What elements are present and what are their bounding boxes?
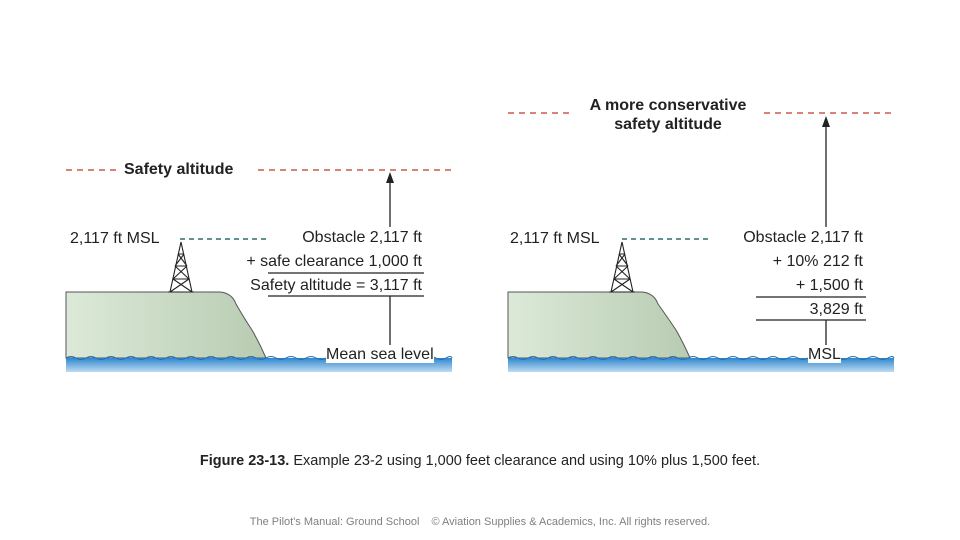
calc-line-total-left: Safety altitude = 3,117 ft [250, 277, 422, 294]
calc-line-obstacle-left: Obstacle 2,117 ft [302, 229, 422, 246]
left-diagram: Safety altitude 2,117 ft MSL Obstacle 2,… [65, 161, 453, 372]
arrowhead-right [822, 116, 830, 127]
footer: The Pilot's Manual: Ground School © Aviat… [0, 516, 960, 528]
figure-caption-text: Example 23-2 using 1,000 feet clearance … [293, 453, 761, 469]
water-right [508, 358, 894, 372]
land-left [65, 291, 267, 359]
figure-caption: Figure 23-13. Example 23-2 using 1,000 f… [0, 453, 960, 469]
sea-level-label-right: MSL [808, 346, 841, 363]
msl-label-left: 2,117 ft MSL [70, 230, 160, 247]
tower-right [609, 241, 635, 293]
safety-altitude-label-left: Safety altitude [124, 161, 234, 178]
calc-line-obstacle-right: Obstacle 2,117 ft [743, 229, 863, 246]
conservative-safety-label-line1: A more conservative [589, 97, 747, 114]
calc-line-total-right: 3,829 ft [809, 301, 863, 318]
conservative-safety-label-line2: safety altitude [614, 116, 722, 133]
arrowhead-left [386, 172, 394, 183]
calc-line-clearance-left: + safe clearance 1,000 ft [246, 253, 422, 270]
tower-left [168, 241, 194, 293]
right-diagram-graphics [507, 112, 895, 372]
land-right [507, 291, 691, 359]
sea-level-label-left: Mean sea level [326, 346, 434, 363]
figure-number: Figure 23-13. [199, 453, 290, 469]
calc-line-addition-right: + 1,500 ft [795, 277, 863, 294]
right-diagram: A more conservative safety altitude 2,11… [507, 97, 895, 372]
msl-label-right: 2,117 ft MSL [510, 230, 600, 247]
calc-line-percent-right: + 10% 212 ft [772, 253, 863, 270]
footer-book-title: The Pilot's Manual: Ground School [249, 516, 420, 528]
footer-copyright: © Aviation Supplies & Academics, Inc. Al… [431, 516, 711, 528]
